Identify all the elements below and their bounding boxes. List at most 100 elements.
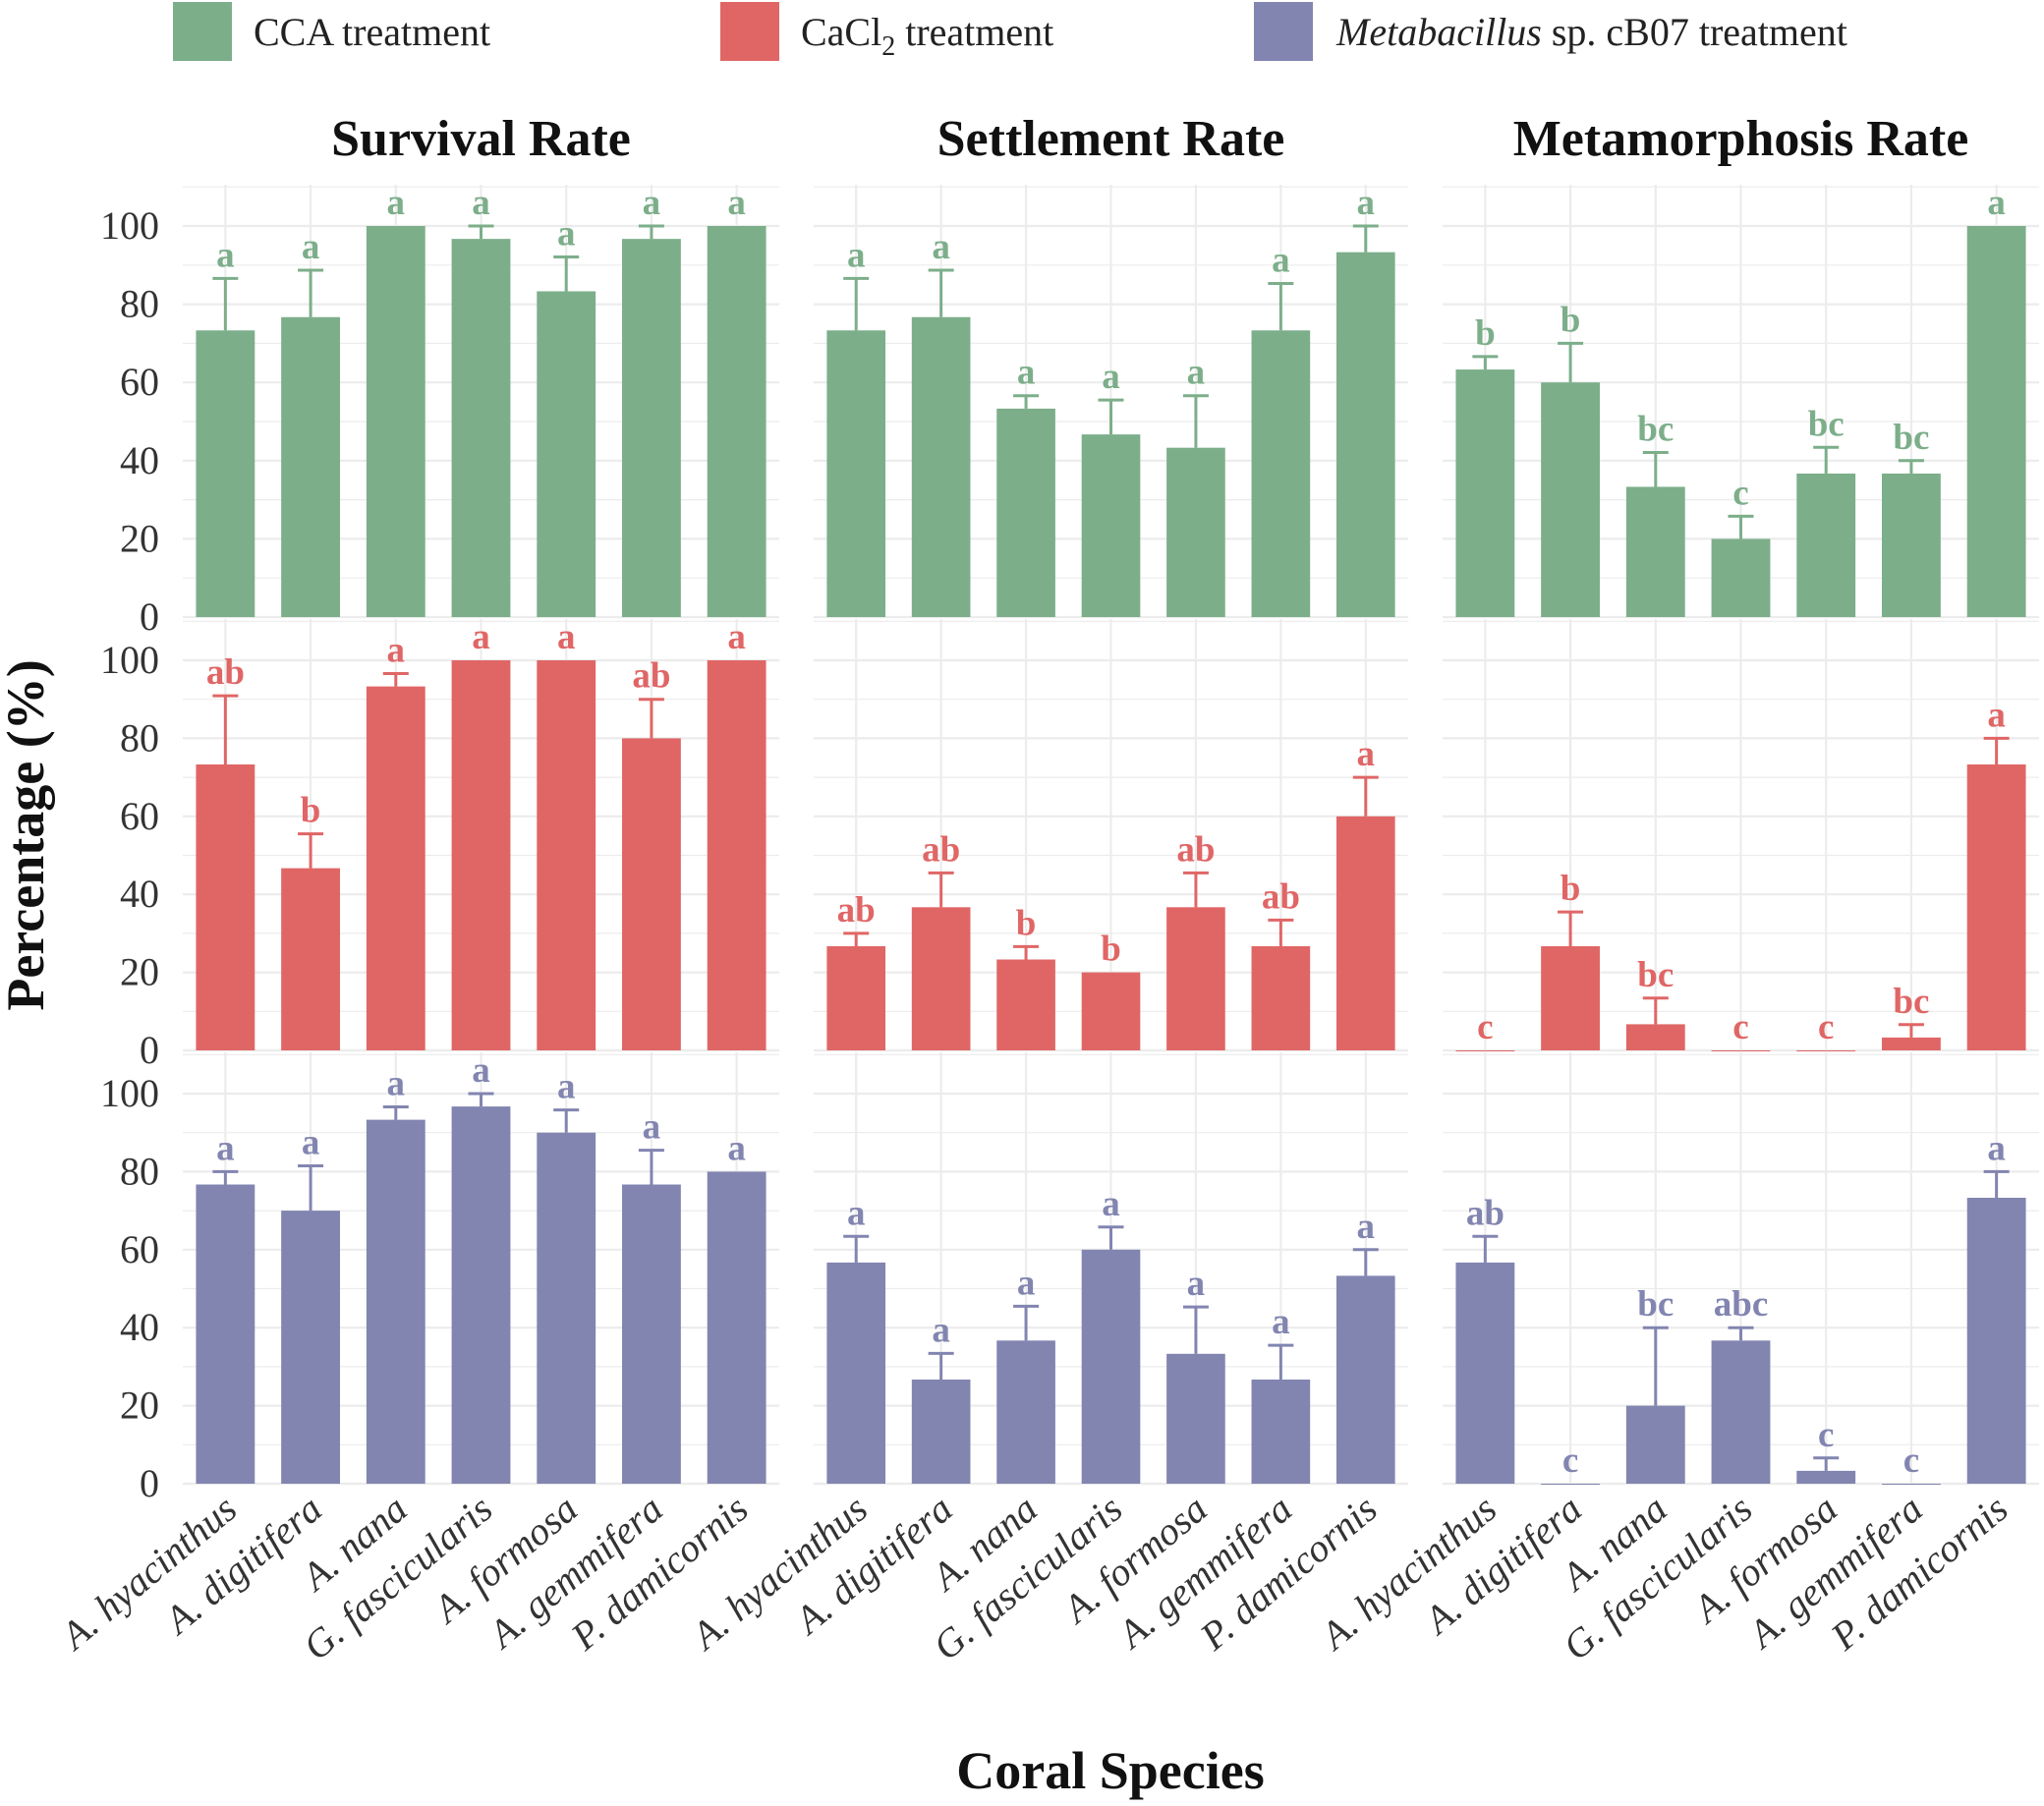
panel-metabacillus-settlement-rate: a a a a a a a: [814, 1052, 1408, 1486]
sig-letter-a-formosa: a: [1187, 353, 1206, 393]
bar-a-digitifera: [911, 907, 971, 1050]
bar-a-formosa: [537, 1132, 596, 1484]
column-titles: Survival Rate Settlement Rate Metamorphosi…: [331, 111, 1968, 167]
sig-letter-a-hyacinthus: ab: [206, 652, 245, 693]
sig-letter-g-fascicularis: a: [1102, 357, 1120, 397]
sig-letter-a-digitifera: b: [1561, 869, 1581, 909]
sig-letter-p-damicornis: a: [1987, 183, 2006, 223]
bar-p-damicornis: [707, 660, 766, 1050]
sig-letter-a-gemmifera: c: [1903, 1440, 1919, 1481]
legend-text-italic: Metabacillus: [1335, 10, 1542, 54]
y-tick-label: 20: [120, 950, 159, 994]
bar-g-fascicularis: [1081, 972, 1141, 1050]
y-tick-label: 100: [100, 1071, 159, 1115]
bar-a-gemmifera: [622, 738, 681, 1050]
y-axis-title: Percentage (%): [0, 659, 55, 1010]
sig-letter-g-fascicularis: a: [1102, 1184, 1120, 1224]
y-tick-label: 100: [100, 203, 159, 248]
y-tick-label: 40: [120, 438, 159, 482]
sig-letter-a-gemmifera: a: [1272, 241, 1290, 281]
sig-letter-a-digitifera: a: [302, 1122, 320, 1162]
y-tick-label: 80: [120, 282, 159, 326]
sig-letter-a-formosa: ab: [1176, 829, 1215, 870]
legend-text-part: sp. cB07 treatment: [1542, 10, 1847, 54]
bar-a-gemmifera: [1251, 1380, 1311, 1484]
sig-letter-a-gemmifera: bc: [1893, 418, 1929, 458]
legend: CCA treatment CaCl2 treatment Metabacillus…: [173, 2, 1847, 62]
bar-g-fascicularis: [1081, 434, 1141, 617]
bar-a-nana: [996, 408, 1055, 617]
bar-a-hyacinthus: [1455, 369, 1515, 617]
sig-letter-p-damicornis: a: [1357, 1207, 1376, 1247]
bar-g-fascicularis: [1081, 1249, 1141, 1484]
bar-a-nana: [1625, 1024, 1685, 1050]
bar-a-hyacinthus: [826, 946, 886, 1050]
bar-a-hyacinthus: [196, 763, 256, 1050]
sig-letter-g-fascicularis: a: [472, 617, 490, 657]
bar-p-damicornis: [707, 1171, 766, 1484]
sig-letter-p-damicornis: a: [727, 1128, 746, 1168]
bar-a-formosa: [1166, 1353, 1225, 1484]
x-axis-title: Coral Species: [956, 1741, 1264, 1800]
bar-a-nana: [366, 686, 426, 1050]
bar-a-gemmifera: [1251, 330, 1311, 617]
bar-a-formosa: [1166, 907, 1225, 1050]
sig-letter-p-damicornis: a: [727, 617, 746, 657]
sig-letter-a-nana: bc: [1637, 955, 1674, 995]
sig-letter-a-digitifera: a: [932, 1310, 950, 1350]
bar-a-nana: [366, 1119, 426, 1484]
bar-a-digitifera: [1541, 382, 1600, 617]
bar-a-nana: [1625, 486, 1685, 617]
sig-letter-p-damicornis: a: [1357, 183, 1376, 223]
legend-label-cacl2: CaCl2 treatment: [801, 10, 1053, 62]
panel-cca-settlement-rate: a a a a a a a: [814, 183, 1408, 619]
bar-p-damicornis: [1335, 816, 1395, 1050]
bar-g-fascicularis: [1711, 1050, 1771, 1051]
bar-a-digitifera: [1541, 946, 1600, 1050]
sig-letter-a-nana: a: [387, 630, 406, 670]
sig-letter-a-gemmifera: a: [643, 1107, 661, 1148]
bar-a-digitifera: [281, 868, 340, 1050]
sig-letter-p-damicornis: a: [727, 183, 746, 223]
bar-g-fascicularis: [1711, 538, 1771, 617]
sig-letter-g-fascicularis: a: [472, 183, 490, 223]
bar-g-fascicularis: [451, 1106, 511, 1484]
panel-cacl2-survival-rate: ab b a a a ab a: [183, 617, 779, 1052]
sig-letter-a-nana: b: [1016, 903, 1037, 943]
bar-a-hyacinthus: [1455, 1050, 1515, 1051]
sig-letter-a-hyacinthus: a: [847, 1193, 866, 1233]
sig-letter-a-gemmifera: a: [643, 183, 661, 223]
legend-swatch-cca: [173, 2, 232, 61]
bar-a-digitifera: [1541, 1484, 1600, 1485]
sig-letter-a-digitifera: a: [302, 227, 320, 267]
sig-letter-g-fascicularis: c: [1732, 1007, 1748, 1047]
y-tick-label: 60: [120, 1227, 159, 1271]
bar-a-gemmifera: [622, 239, 681, 617]
strip-title-metamorphosis-rate: Metamorphosis Rate: [1513, 111, 1969, 167]
legend-swatch-cacl2: [720, 2, 779, 61]
strip-title-survival-rate: Survival Rate: [331, 111, 631, 167]
sig-letter-a-digitifera: b: [301, 791, 321, 831]
panel-cacl2-settlement-rate: ab ab b b ab ab a: [814, 619, 1408, 1052]
sig-letter-a-hyacinthus: c: [1477, 1007, 1493, 1047]
bar-p-damicornis: [1966, 1197, 2026, 1484]
sig-letter-a-formosa: a: [557, 1067, 576, 1107]
sig-letter-a-digitifera: a: [932, 227, 950, 267]
bar-a-digitifera: [281, 1211, 340, 1484]
bar-a-formosa: [537, 291, 596, 617]
bar-p-damicornis: [1966, 763, 2026, 1050]
legend-text-part: CaCl: [801, 10, 881, 54]
legend-label-metabacillus: Metabacillus sp. cB07 treatment: [1335, 10, 1847, 54]
panel-metabacillus-survival-rate: a a a a a a a: [183, 1050, 779, 1486]
sig-letter-a-digitifera: b: [1561, 300, 1581, 340]
legend-subscript: 2: [881, 31, 895, 62]
sig-letter-g-fascicularis: c: [1732, 473, 1748, 513]
bar-p-damicornis: [707, 226, 766, 617]
bar-a-gemmifera: [1882, 1484, 1941, 1485]
bar-a-nana: [366, 226, 426, 617]
legend-label-cca: CCA treatment: [254, 10, 490, 54]
bar-a-hyacinthus: [826, 330, 886, 617]
